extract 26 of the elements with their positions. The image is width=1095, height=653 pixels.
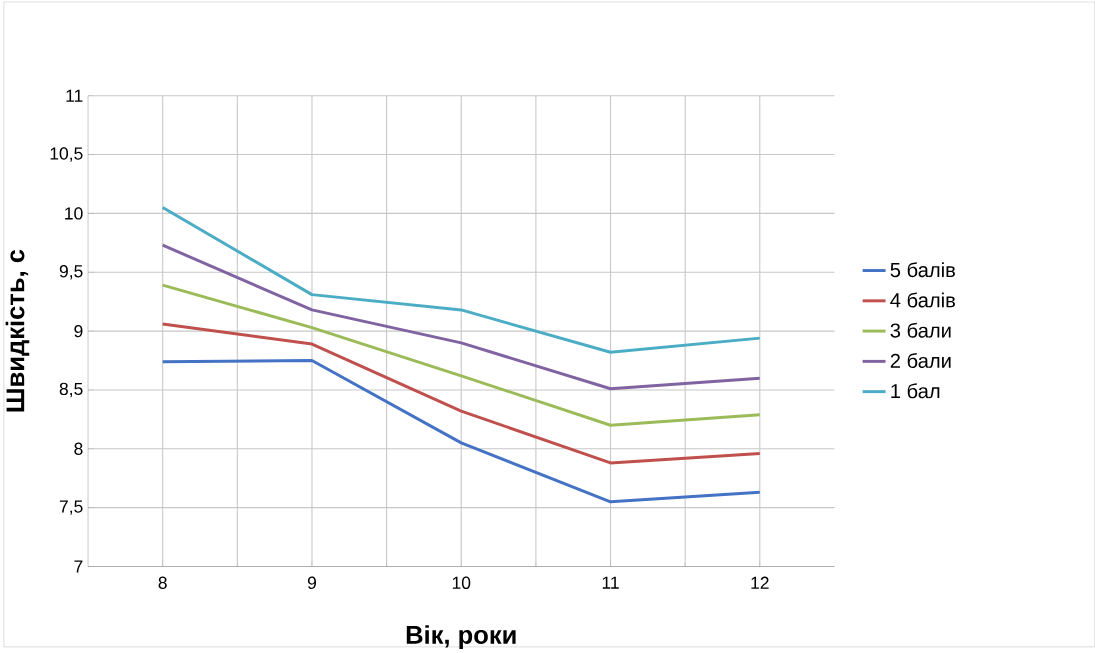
legend-label: 2 бали xyxy=(890,352,951,368)
y-tick-label: 7 xyxy=(74,560,83,573)
line-series xyxy=(161,243,762,391)
y-tick-label: 9,5 xyxy=(59,264,83,280)
x-tick-label: 12 xyxy=(751,576,769,589)
y-tick-label: 10,5 xyxy=(50,147,83,162)
line-series xyxy=(161,358,762,504)
y-tick-label: 9 xyxy=(74,324,83,338)
y-tick-label: 7,5 xyxy=(59,500,83,515)
x-tick-label: 9 xyxy=(307,576,316,589)
line-series xyxy=(161,283,762,427)
y-tick-label: 10 xyxy=(65,206,83,220)
legend-label: 4 балів xyxy=(890,292,955,308)
line-series xyxy=(161,205,762,354)
legend-label: 3 бали xyxy=(890,322,951,338)
y-tick-label: 8,5 xyxy=(59,382,83,397)
x-tick-label: 8 xyxy=(158,576,167,589)
x-tick-label: 11 xyxy=(602,576,619,589)
legend-label: 1 бал xyxy=(891,383,940,398)
x-tick-label: 10 xyxy=(452,576,471,589)
x-axis-title: Вік, роки xyxy=(406,624,516,649)
line-series xyxy=(161,322,762,465)
y-tick-label: 11 xyxy=(66,89,83,102)
y-tick-label: 8 xyxy=(74,442,83,455)
y-axis-title: Швидкість, с xyxy=(5,249,30,412)
legend-label: 5 балів xyxy=(890,261,955,277)
